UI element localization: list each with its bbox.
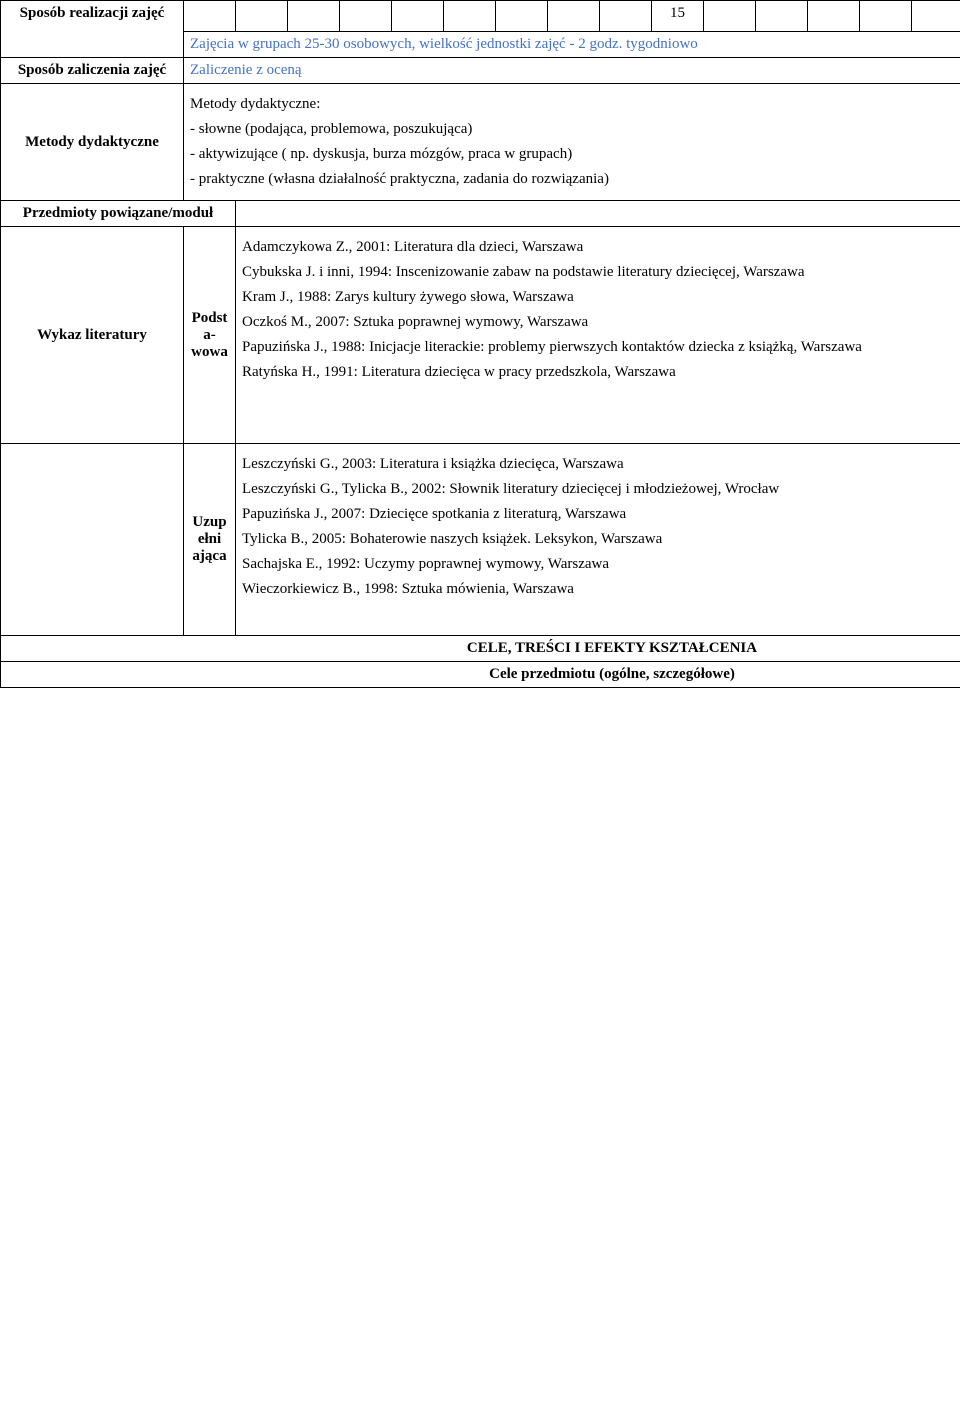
- lit-item: Papuzińska J., 2007: Dziecięce spotkania…: [242, 506, 960, 523]
- header-grid-row: Sposób realizacji zajęć 15: [1, 1, 960, 32]
- metody-row: Metody dydaktyczne Metody dydaktyczne: -…: [1, 84, 960, 201]
- uzup-content: Leszczyński G., 2003: Literatura i książ…: [236, 444, 960, 636]
- wykaz-podstawowa-row: Wykaz literatury Podsta-wowa Adamczykowa…: [1, 227, 960, 444]
- metody-heading: Metody dydaktyczne:: [190, 96, 960, 113]
- wykaz-label: Wykaz literatury: [1, 227, 184, 444]
- lit-item: Ratyńska H., 1991: Literatura dziecięca …: [242, 364, 960, 381]
- lit-item: Leszczyński G., Tylicka B., 2002: Słowni…: [242, 481, 960, 498]
- podstawowa-content: Adamczykowa Z., 2001: Literatura dla dzi…: [236, 227, 960, 444]
- uzup-leftpad: [1, 444, 184, 636]
- lit-item: Tylicka B., 2005: Bohaterowie naszych ks…: [242, 531, 960, 548]
- cele-head: CELE, TREŚCI I EFEKTY KSZTAŁCENIA: [1, 636, 960, 662]
- podstawowa-label: Podsta-wowa: [184, 227, 236, 444]
- metody-content: Metody dydaktyczne: - słowne (podająca, …: [184, 84, 960, 201]
- uzup-label: Uzupełni ająca: [184, 444, 236, 636]
- sposob-realizacji-text: Zajęcia w grupach 25-30 osobowych, wielk…: [184, 32, 960, 58]
- cele-sub: Cele przedmiotu (ogólne, szczegółowe): [1, 662, 960, 688]
- lit-item: Wieczorkiewicz B., 1998: Sztuka mówienia…: [242, 581, 960, 598]
- powiazane-empty: [236, 201, 960, 227]
- uzupelniajaca-row: Uzupełni ająca Leszczyński G., 2003: Lit…: [1, 444, 960, 636]
- metody-item-2: - aktywizujące ( np. dyskusja, burza móz…: [190, 146, 960, 163]
- sposob-zaliczenia-label: Sposób zaliczenia zajęć: [1, 58, 184, 84]
- metody-item-1: - słowne (podająca, problemowa, poszukuj…: [190, 121, 960, 138]
- powiazane-label: Przedmioty powiązane/moduł: [1, 201, 236, 227]
- metody-label: Metody dydaktyczne: [1, 84, 184, 201]
- lit-item: Adamczykowa Z., 2001: Literatura dla dzi…: [242, 239, 960, 256]
- lit-item: Cybukska J. i inni, 1994: Inscenizowanie…: [242, 264, 960, 281]
- metody-item-3: - praktyczne (własna działalność praktyc…: [190, 171, 960, 188]
- cele-sub-row: Cele przedmiotu (ogólne, szczegółowe): [1, 662, 960, 688]
- lit-item: Oczkoś M., 2007: Sztuka poprawnej wymowy…: [242, 314, 960, 331]
- page-number: 15: [652, 1, 704, 32]
- cele-head-row: CELE, TREŚCI I EFEKTY KSZTAŁCENIA: [1, 636, 960, 662]
- lit-item: Leszczyński G., 2003: Literatura i książ…: [242, 456, 960, 473]
- lit-item: Sachajska E., 1992: Uczymy poprawnej wym…: [242, 556, 960, 573]
- sposob-zaliczenia-text: Zaliczenie z oceną: [184, 58, 960, 84]
- powiazane-row: Przedmioty powiązane/moduł: [1, 201, 960, 227]
- document-table: Sposób realizacji zajęć 15 Zajęcia w gru…: [0, 0, 960, 688]
- lit-item: Kram J., 1988: Zarys kultury żywego słow…: [242, 289, 960, 306]
- sposob-realizacji-label: Sposób realizacji zajęć: [1, 1, 184, 58]
- lit-item: Papuzińska J., 1988: Inicjacje literacki…: [242, 339, 960, 356]
